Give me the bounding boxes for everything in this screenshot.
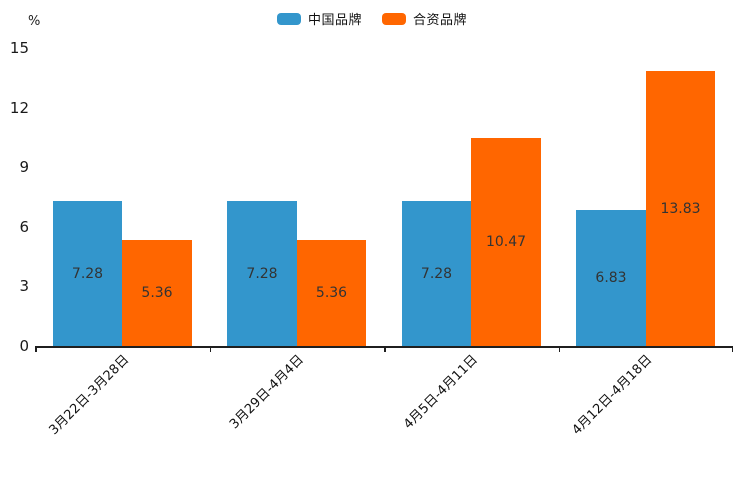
x-axis-tick-mark <box>731 347 733 352</box>
y-axis-tick-label: 12 <box>9 98 29 117</box>
bar-value-label: 5.36 <box>315 284 348 301</box>
bar-value-label: 13.83 <box>660 200 701 217</box>
legend-swatch-joint-venture-brand-icon <box>382 12 406 25</box>
bar-合资品牌-3月22日-3月28日[interactable]: 5.36 <box>122 239 192 346</box>
bar-中国品牌-3月29日-4月4日[interactable]: 7.28 <box>227 201 297 346</box>
bar-value-label: 7.28 <box>246 265 278 282</box>
legend-label-joint-venture-brand: 合资品牌 <box>413 13 468 28</box>
bar-中国品牌-4月12日-4月18日[interactable]: 6.83 <box>576 210 646 346</box>
legend-item-joint-venture-brand[interactable]: 合资品牌 <box>382 9 467 28</box>
bar-合资品牌-4月5日-4月11日[interactable]: 10.47 <box>471 137 541 346</box>
bar-中国品牌-4月5日-4月11日[interactable]: 7.28 <box>401 201 472 346</box>
y-axis-tick-label: 3 <box>19 277 29 296</box>
y-axis-tick-label: 9 <box>19 158 29 177</box>
bar-中国品牌-3月22日-3月28日[interactable]: 7.28 <box>52 201 123 346</box>
x-axis-category-label: 4月12日-4月18日 <box>569 352 656 439</box>
y-axis-unit-label: % <box>28 14 41 29</box>
bar-value-label: 7.28 <box>420 265 453 282</box>
y-axis-tick-label: 0 <box>19 337 29 355</box>
legend-label-china-brand: 中国品牌 <box>307 13 362 28</box>
x-axis-tick-mark <box>558 347 560 352</box>
x-axis-tick-mark <box>384 347 386 352</box>
bar-value-label: 10.47 <box>485 233 527 250</box>
bar-value-label: 5.36 <box>141 284 173 301</box>
x-axis-category-label: 3月22日-3月28日 <box>46 352 133 439</box>
y-axis-tick-label: 6 <box>19 217 29 236</box>
x-axis-category-label: 4月5日-4月11日 <box>401 352 482 433</box>
bar-value-label: 7.28 <box>71 265 104 282</box>
y-axis-tick-label: 15 <box>9 39 29 57</box>
x-axis-tick-mark <box>209 347 211 352</box>
legend: 中国品牌 合资品牌 <box>0 9 744 28</box>
legend-swatch-china-brand-icon <box>276 12 301 25</box>
x-axis-tick-mark <box>35 347 37 352</box>
bar-合资品牌-4月12日-4月18日[interactable]: 13.83 <box>645 71 716 346</box>
legend-item-china-brand[interactable]: 中国品牌 <box>276 9 362 28</box>
bar-合资品牌-3月29日-4月4日[interactable]: 5.36 <box>296 239 367 346</box>
x-axis-category-label: 3月29日-4月4日 <box>226 352 307 433</box>
bar-value-label: 6.83 <box>595 270 627 287</box>
